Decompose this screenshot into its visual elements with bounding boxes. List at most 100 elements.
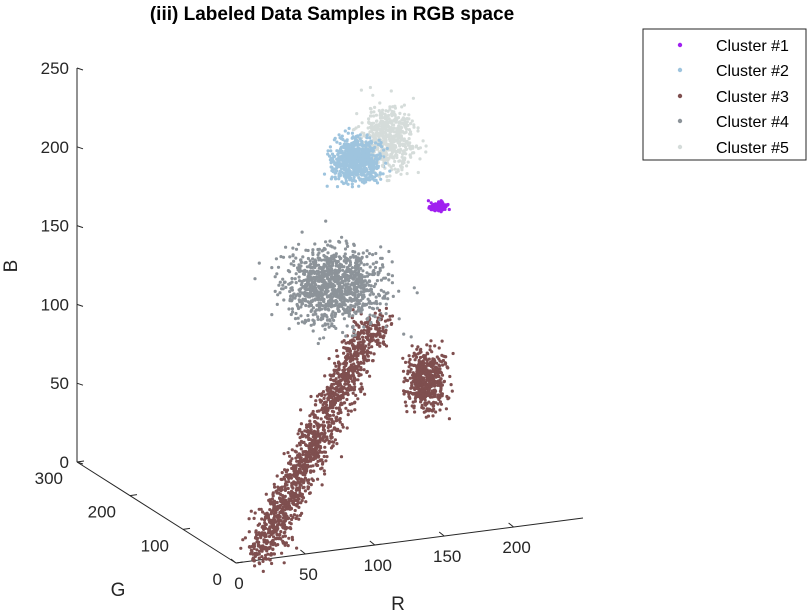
data-point (371, 333, 375, 337)
data-point (365, 133, 369, 137)
data-point (447, 396, 451, 400)
data-point (337, 177, 341, 181)
data-point (308, 304, 312, 308)
data-point (428, 407, 432, 411)
data-point (440, 200, 444, 204)
data-point (371, 292, 375, 296)
data-point (325, 295, 329, 299)
data-point (299, 422, 303, 426)
data-point (390, 274, 394, 278)
data-point (368, 106, 372, 111)
data-point (352, 339, 356, 343)
data-point (340, 134, 344, 138)
data-point (401, 356, 405, 360)
data-point (346, 299, 350, 303)
data-point (285, 514, 289, 519)
y-tick-label: 200 (88, 503, 116, 522)
data-point (393, 113, 397, 117)
data-point (293, 508, 297, 513)
data-point (351, 298, 355, 302)
data-point (307, 282, 311, 286)
data-point (356, 172, 360, 176)
data-point (363, 159, 367, 163)
data-point (311, 478, 315, 483)
data-point (292, 292, 296, 296)
z-tick-label: 200 (41, 138, 69, 157)
data-point (316, 426, 320, 430)
data-point (273, 505, 277, 509)
data-point (356, 298, 360, 302)
data-point (378, 329, 382, 333)
data-point (279, 523, 283, 527)
data-point (326, 398, 330, 402)
data-point (365, 370, 369, 374)
data-point (333, 369, 337, 373)
data-point (337, 379, 341, 383)
data-point (330, 169, 334, 173)
data-point (322, 420, 326, 424)
data-point (448, 374, 452, 379)
data-point (383, 294, 387, 298)
data-point (314, 447, 319, 451)
data-point (351, 135, 355, 139)
data-point (276, 506, 280, 510)
data-point (311, 257, 315, 261)
data-point (354, 345, 358, 349)
data-point (332, 426, 336, 430)
z-tick-label: 0 (60, 453, 69, 472)
data-point (354, 134, 358, 138)
data-point (282, 499, 286, 503)
data-point (347, 310, 351, 314)
data-point (360, 255, 364, 259)
data-point (339, 167, 344, 171)
data-point (414, 145, 418, 149)
data-point (334, 298, 338, 303)
data-point (275, 500, 279, 505)
data-point (346, 409, 350, 413)
data-point (334, 252, 338, 256)
data-point (271, 543, 275, 547)
data-point (243, 536, 247, 540)
data-point (295, 546, 299, 550)
data-point (379, 288, 383, 292)
data-point (289, 476, 293, 480)
data-point (328, 145, 332, 149)
data-point (346, 182, 350, 186)
data-point (384, 161, 388, 165)
data-point (330, 382, 334, 387)
data-point (369, 351, 373, 355)
data-point (311, 252, 315, 257)
data-point (347, 287, 351, 291)
data-point (338, 409, 342, 413)
data-point (408, 357, 412, 362)
z-axis-label: B (1, 260, 22, 273)
data-point (360, 121, 364, 125)
data-point (281, 287, 285, 291)
data-point (365, 325, 369, 329)
data-point (345, 426, 349, 430)
data-point (294, 456, 298, 460)
data-point (357, 302, 361, 306)
data-point (353, 285, 357, 289)
data-point (270, 561, 274, 566)
data-point (323, 393, 327, 397)
data-point (380, 314, 384, 318)
data-point (369, 158, 373, 162)
data-point (337, 172, 341, 176)
data-point (301, 478, 305, 482)
data-point (376, 142, 380, 146)
data-point (346, 157, 351, 161)
data-point (258, 562, 262, 566)
data-point (431, 383, 436, 387)
data-point (368, 340, 372, 344)
data-point (276, 293, 280, 297)
data-point (253, 554, 257, 559)
data-point (359, 368, 363, 372)
data-point (368, 305, 372, 309)
data-point (406, 160, 410, 164)
data-point (439, 204, 443, 208)
data-point (294, 272, 298, 276)
data-point (384, 331, 388, 335)
data-point (330, 316, 334, 320)
data-point (302, 485, 306, 489)
